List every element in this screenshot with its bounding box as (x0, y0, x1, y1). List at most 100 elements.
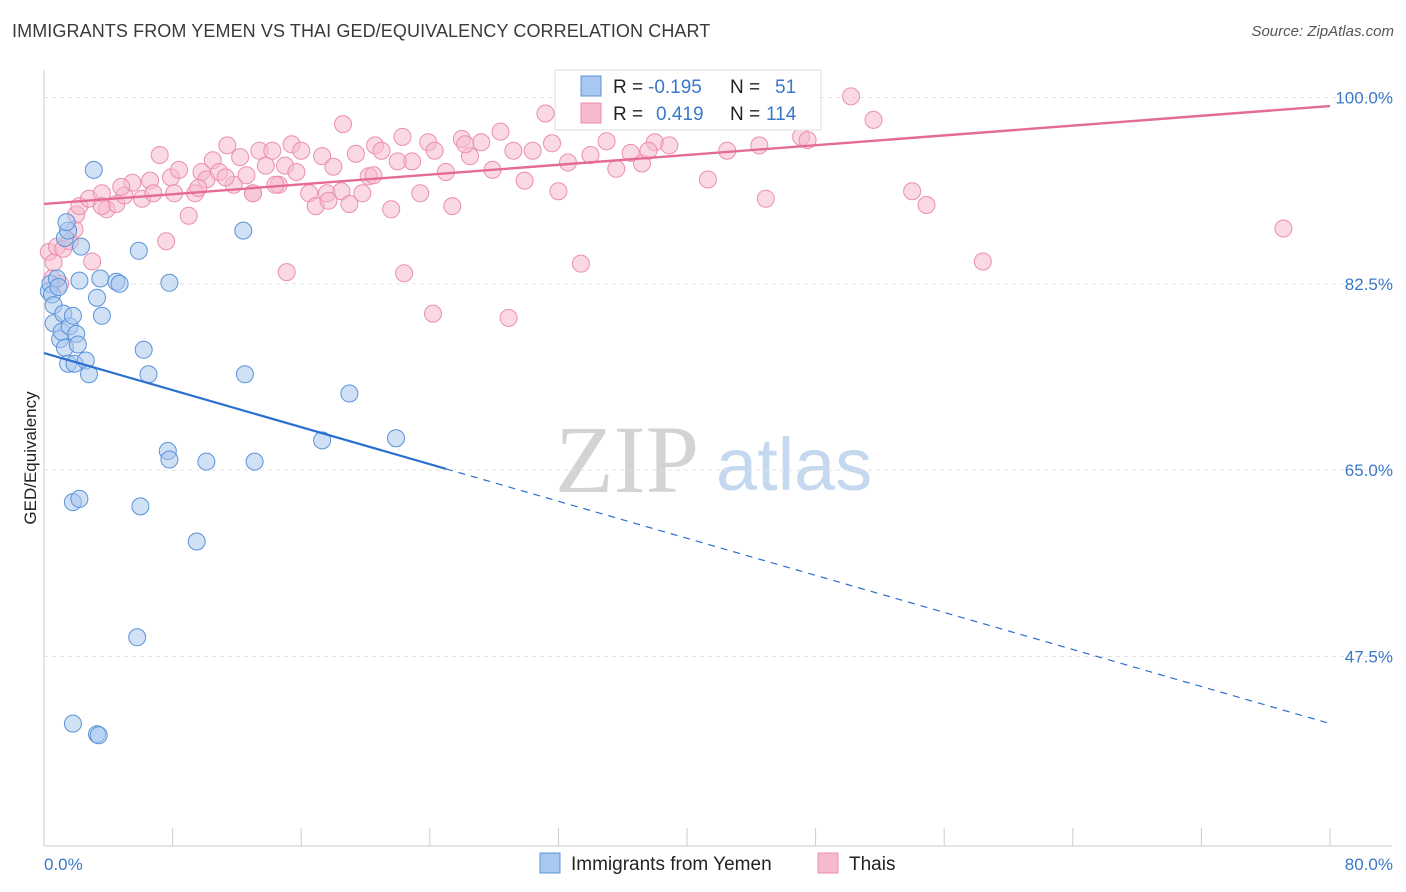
yemen-point-13 (63, 306, 82, 325)
yemen-trend-solid (43, 351, 447, 470)
yemen-point-34 (235, 365, 254, 384)
yemen-point-17 (70, 271, 89, 290)
bottom-legend: Immigrants from Yemen Thais (539, 852, 895, 875)
thais-point-106 (216, 168, 235, 187)
thais-point-49 (340, 195, 359, 213)
yemen-point-27 (110, 274, 129, 293)
thais-point-82 (698, 170, 717, 189)
y-tick-label-1: 82.5% (1345, 275, 1393, 294)
thais-point-111 (388, 152, 407, 171)
yemen-point-18 (72, 237, 90, 256)
thais-point-60 (425, 141, 444, 160)
thais-point-98 (112, 177, 131, 196)
yemen-point-36 (313, 431, 332, 450)
stats-thais-r-label: R = (613, 104, 643, 125)
yemen-point-35 (340, 384, 359, 403)
thais-point-76 (597, 132, 616, 151)
thais-point-93 (917, 196, 936, 214)
stats-thais-n-value: 114 (766, 104, 797, 125)
yemen-points (39, 160, 405, 745)
stats-yemen-n-label: N = (730, 77, 760, 98)
thais-point-37 (263, 141, 282, 160)
chart-title: IMMIGRANTS FROM YEMEN VS THAI GED/EQUIVA… (12, 21, 711, 41)
thais-point-20 (157, 232, 176, 251)
legend-swatch-thais (817, 852, 839, 874)
thais-point-96 (319, 191, 338, 210)
thais-point-90 (842, 87, 860, 106)
yemen-point-25 (91, 269, 110, 288)
yemen-point-50 (160, 273, 179, 292)
thais-point-86 (756, 189, 775, 208)
yemen-point-5 (49, 278, 68, 296)
thais-point-69 (515, 171, 534, 190)
yemen-point-40 (197, 452, 216, 471)
y-axis-tick-labels: 100.0% 82.5% 65.0% 47.5% (1335, 89, 1393, 667)
legend-swatch-yemen (539, 852, 561, 874)
thais-point-62 (443, 197, 462, 216)
thais-point-102 (424, 304, 442, 323)
thais-point-77 (607, 159, 626, 178)
thais-point-70 (523, 141, 542, 160)
thais-point-42 (292, 141, 311, 160)
source-label: Source: ZipAtlas.com (1251, 23, 1394, 40)
thais-point-95 (1274, 219, 1293, 238)
yemen-point-28 (92, 306, 111, 325)
thais-point-92 (903, 182, 922, 201)
yemen-point-29 (134, 340, 153, 359)
stats-thais-n-label: N = (730, 104, 760, 125)
x-axis-ticks (43, 828, 1331, 846)
yemen-point-37 (387, 429, 405, 448)
thais-point-109 (456, 135, 475, 154)
thais-point-23 (170, 160, 188, 179)
thais-point-51 (353, 184, 372, 203)
thais-point-19 (150, 146, 169, 164)
thais-point-101 (277, 263, 296, 282)
y-tick-label-2: 65.0% (1345, 461, 1393, 480)
yemen-point-41 (245, 452, 264, 471)
yemen-point-15 (68, 335, 87, 354)
y-tick-label-0: 100.0% (1335, 89, 1393, 108)
thais-point-107 (189, 179, 208, 197)
yemen-trend-dashed (445, 468, 1331, 725)
thais-point-9 (83, 252, 102, 271)
y-tick-label-3: 47.5% (1345, 648, 1393, 667)
yemen-point-33 (234, 221, 253, 240)
stats-yemen-r-value: -0.195 (648, 77, 702, 98)
thais-point-108 (364, 166, 383, 185)
thais-point-78 (621, 143, 640, 162)
thais-point-55 (382, 200, 401, 219)
yemen-point-49 (89, 726, 108, 745)
thais-point-81 (660, 136, 679, 155)
yemen-point-44 (131, 497, 150, 516)
axes (43, 70, 1392, 847)
thais-point-48 (332, 182, 351, 201)
thais-point-41 (287, 163, 306, 181)
thais-point-94 (973, 252, 992, 271)
thais-point-103 (499, 308, 518, 327)
stats-swatch-thais (580, 102, 602, 124)
watermark-zip: ZIP (555, 406, 699, 513)
yemen-point-46 (128, 628, 147, 647)
thais-point-97 (92, 197, 111, 216)
yemen-point-32 (129, 241, 148, 260)
stats-thais-r-value: 0.419 (656, 104, 704, 125)
yemen-point-43 (70, 489, 89, 508)
thais-point-67 (491, 122, 510, 141)
thais-point-24 (179, 206, 198, 225)
stats-legend: R = -0.195 N = 51 R = 0.419 N = 114 (554, 69, 822, 131)
thais-point-105 (334, 115, 352, 134)
thais-point-99 (395, 264, 414, 283)
thais-point-85 (750, 136, 769, 155)
thais-point-91 (864, 110, 883, 129)
thais-point-50 (346, 144, 365, 163)
thais-point-18 (144, 184, 163, 203)
yemen-point-21 (57, 213, 76, 232)
thais-point-71 (536, 104, 555, 123)
thais-point-33 (237, 166, 256, 185)
stats-yemen-r-label: R = (613, 77, 643, 98)
thais-point-56 (393, 127, 412, 146)
thais-point-65 (472, 133, 491, 152)
thais-point-110 (639, 141, 658, 160)
thais-point-58 (411, 184, 430, 203)
x-tick-label-left: 0.0% (44, 855, 83, 874)
